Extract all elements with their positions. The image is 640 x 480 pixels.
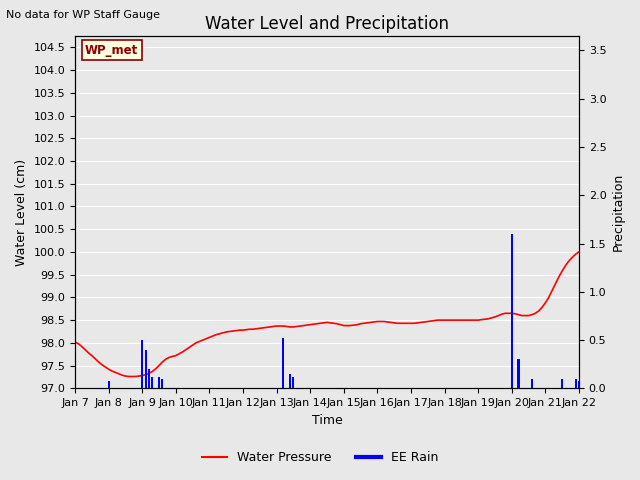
Title: Water Level and Precipitation: Water Level and Precipitation [205,15,449,33]
X-axis label: Time: Time [312,414,342,427]
Bar [161,379,163,388]
Bar [518,360,520,388]
Bar [141,340,143,388]
Legend: Water Pressure, EE Rain: Water Pressure, EE Rain [196,446,444,469]
Bar [148,369,150,388]
Bar [108,381,109,388]
Bar [151,377,154,388]
Bar [289,374,291,388]
Bar [158,377,160,388]
Bar [292,377,294,388]
Bar [578,381,580,388]
Y-axis label: Precipitation: Precipitation [612,173,625,251]
Bar [511,234,513,388]
Bar [575,379,577,388]
Y-axis label: Water Level (cm): Water Level (cm) [15,158,28,266]
Bar [145,350,147,388]
Bar [531,379,533,388]
Bar [282,338,284,388]
Bar [561,379,563,388]
Text: No data for WP Staff Gauge: No data for WP Staff Gauge [6,10,161,20]
Text: WP_met: WP_met [85,44,138,57]
